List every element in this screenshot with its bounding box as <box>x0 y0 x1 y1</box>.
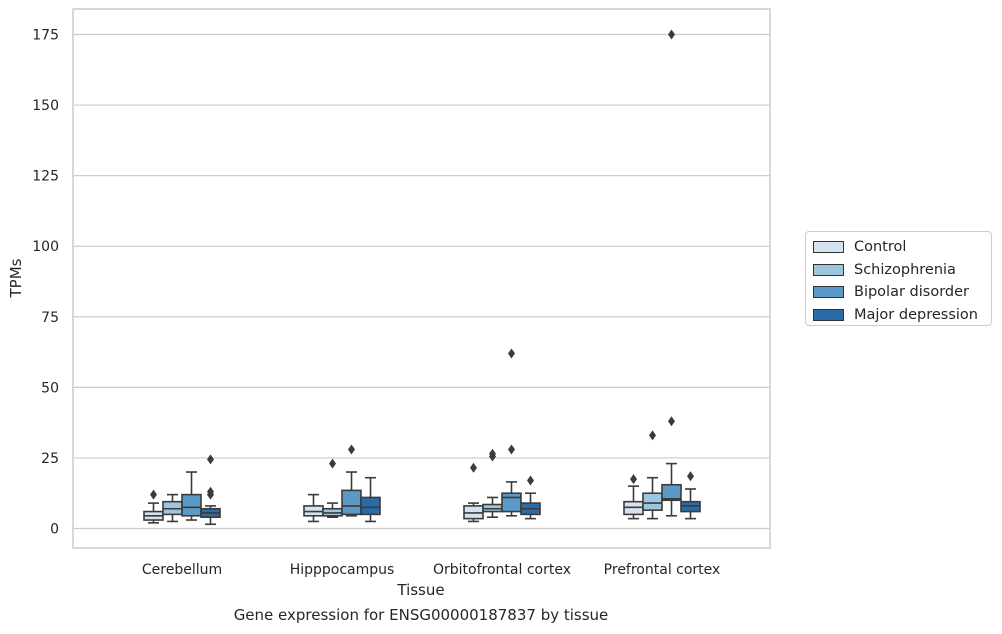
box-major-depression-0 <box>200 454 221 526</box>
legend-swatch-bipolar-disorder <box>813 286 844 299</box>
x-tick-label: Cerebellum <box>142 562 222 578</box>
legend-item-bipolar-disorder: Bipolar disorder <box>813 281 991 304</box>
y-tick-label: 25 <box>41 451 59 467</box>
legend-item-schizophrenia: Schizophrenia <box>813 259 991 282</box>
y-tick-label: 50 <box>41 380 59 396</box>
x-axis-label: Tissue <box>396 581 444 599</box>
outlier-point <box>207 454 214 465</box>
outlier-point <box>508 348 515 359</box>
legend-label-bipolar-disorder: Bipolar disorder <box>854 284 969 301</box>
outlier-point <box>150 489 157 500</box>
legend-swatch-control <box>813 241 844 254</box>
box <box>661 483 682 502</box>
y-tick-label: 175 <box>32 28 59 44</box>
outlier-point <box>668 416 675 427</box>
outlier-point <box>348 444 355 455</box>
box-major-depression-2 <box>520 475 541 520</box>
x-tick-label: Orbitofrontal cortex <box>433 562 571 578</box>
y-tick-label: 75 <box>41 310 59 326</box>
y-tick-labels: 0 25 50 75 100 125 150 175 <box>32 28 59 538</box>
box-control-1 <box>303 493 324 523</box>
gridlines <box>73 33 770 530</box>
box-bipolar-disorder-2 <box>501 348 522 517</box>
box-control-3 <box>623 474 644 520</box>
outlier-point <box>508 444 515 455</box>
box-schizophrenia-0 <box>162 493 183 523</box>
outlier-point <box>630 474 637 485</box>
box-schizophrenia-2 <box>482 448 503 519</box>
legend-item-major-depression: Major depression <box>813 304 991 327</box>
box <box>341 489 362 516</box>
y-tick-label: 150 <box>32 98 59 114</box>
chart-caption: Gene expression for ENSG00000187837 by t… <box>233 606 609 624</box>
outlier-point <box>687 471 694 482</box>
y-tick-label: 125 <box>32 169 59 185</box>
x-tick-labels: Cerebellum Hipppocampus Orbitofrontal cort… <box>142 562 720 578</box>
box <box>181 493 202 517</box>
y-tick-label: 0 <box>50 522 59 538</box>
outlier-point <box>329 458 336 469</box>
box-schizophrenia-1 <box>322 458 343 519</box>
x-tick-label: Hipppocampus <box>290 562 395 578</box>
x-tick-label: Prefrontal cortex <box>604 562 721 578</box>
box <box>501 492 522 513</box>
box-control-2 <box>463 462 484 523</box>
outlier-point <box>470 462 477 473</box>
legend-swatch-major-depression <box>813 308 844 321</box>
legend: Control Schizophrenia Bipolar disorder M… <box>805 231 992 326</box>
outlier-point <box>649 430 656 441</box>
box-groups <box>143 29 701 526</box>
box-bipolar-disorder-0 <box>181 471 202 521</box>
legend-label-major-depression: Major depression <box>854 306 978 323</box>
box-control-0 <box>143 489 164 524</box>
box <box>642 492 663 511</box>
outlier-point <box>668 29 675 40</box>
plot-frame <box>72 8 771 549</box>
outlier-point <box>207 486 214 497</box>
box <box>360 496 381 516</box>
box-schizophrenia-3 <box>642 430 663 520</box>
legend-label-control: Control <box>854 239 907 256</box>
legend-label-schizophrenia: Schizophrenia <box>854 261 956 278</box>
legend-swatch-schizophrenia <box>813 263 844 276</box>
y-axis-label: TPMs <box>7 258 25 298</box>
outlier-point <box>527 475 534 486</box>
y-tick-label: 100 <box>32 239 59 255</box>
legend-item-control: Control <box>813 236 991 259</box>
box-major-depression-1 <box>360 476 381 523</box>
box-bipolar-disorder-1 <box>341 444 362 517</box>
box-bipolar-disorder-3 <box>661 29 682 517</box>
outlier-point <box>489 448 496 459</box>
box-major-depression-3 <box>680 471 701 520</box>
